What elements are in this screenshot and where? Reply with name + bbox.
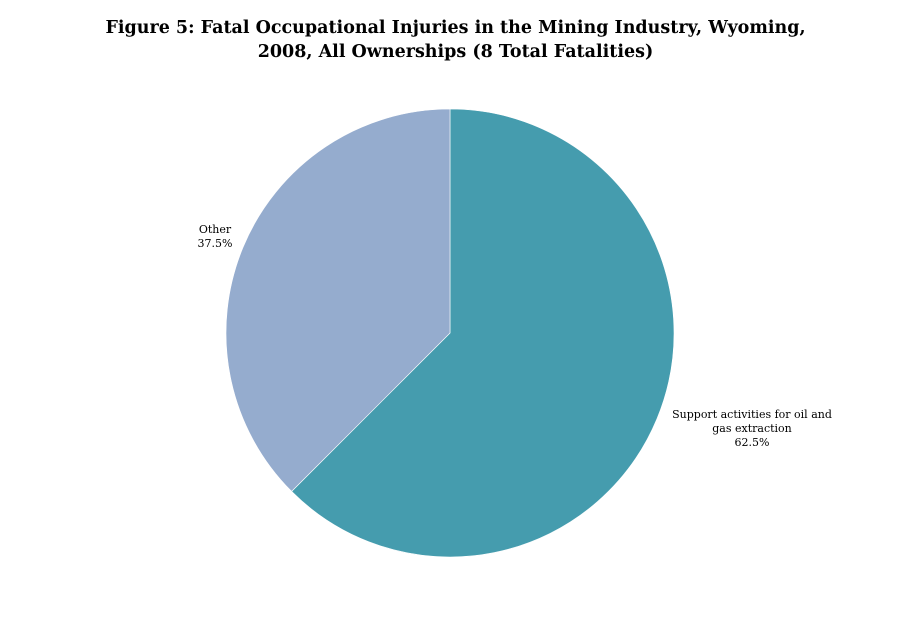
slice-label-0-line-1: gas extraction <box>712 422 792 435</box>
slice-label-1-line-0: Other <box>199 223 232 236</box>
chart-title-line-1: Figure 5: Fatal Occupational Injuries in… <box>105 18 806 38</box>
chart-title: Figure 5: Fatal Occupational Injuries in… <box>0 16 911 64</box>
slice-label-0-percent: 62.5% <box>735 436 770 449</box>
pie-slice-support-activities <box>291 108 675 558</box>
pie-slice-other <box>225 108 451 492</box>
chart-title-line-2: 2008, All Ownerships (8 Total Fatalities… <box>257 42 654 62</box>
slice-label-0-line-0: Support activities for oil and <box>672 408 832 421</box>
slice-label-1-percent: 37.5% <box>198 237 233 250</box>
